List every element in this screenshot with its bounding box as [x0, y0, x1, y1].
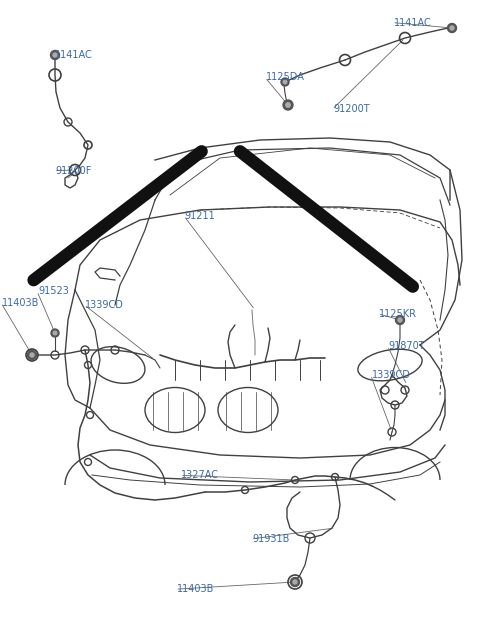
- Text: 91931B: 91931B: [252, 534, 289, 544]
- Text: 1125DA: 1125DA: [266, 72, 305, 82]
- Circle shape: [30, 353, 34, 357]
- Circle shape: [283, 100, 293, 110]
- Text: 91523: 91523: [38, 286, 69, 296]
- Text: 11403B: 11403B: [2, 298, 40, 308]
- Text: 11403B: 11403B: [177, 584, 214, 594]
- Circle shape: [51, 329, 59, 337]
- Text: 91870T: 91870T: [389, 341, 425, 351]
- Circle shape: [283, 80, 287, 84]
- Circle shape: [447, 23, 456, 32]
- Circle shape: [27, 350, 36, 359]
- Circle shape: [50, 50, 60, 59]
- Text: 91211: 91211: [185, 211, 216, 221]
- Text: 1339CD: 1339CD: [372, 370, 411, 380]
- Text: 91200F: 91200F: [55, 166, 92, 176]
- Text: 1339CD: 1339CD: [85, 299, 124, 310]
- Text: 1125KR: 1125KR: [379, 308, 417, 319]
- Circle shape: [281, 78, 289, 86]
- Circle shape: [398, 318, 402, 322]
- Circle shape: [396, 316, 405, 325]
- Circle shape: [286, 103, 290, 108]
- Circle shape: [450, 26, 454, 30]
- Circle shape: [53, 53, 57, 57]
- Text: 1141AC: 1141AC: [55, 50, 93, 60]
- Circle shape: [293, 580, 297, 584]
- Text: 1141AC: 1141AC: [394, 17, 432, 28]
- Circle shape: [290, 578, 300, 587]
- Circle shape: [53, 331, 57, 335]
- Text: 91200T: 91200T: [334, 104, 370, 115]
- Text: 1327AC: 1327AC: [181, 470, 219, 480]
